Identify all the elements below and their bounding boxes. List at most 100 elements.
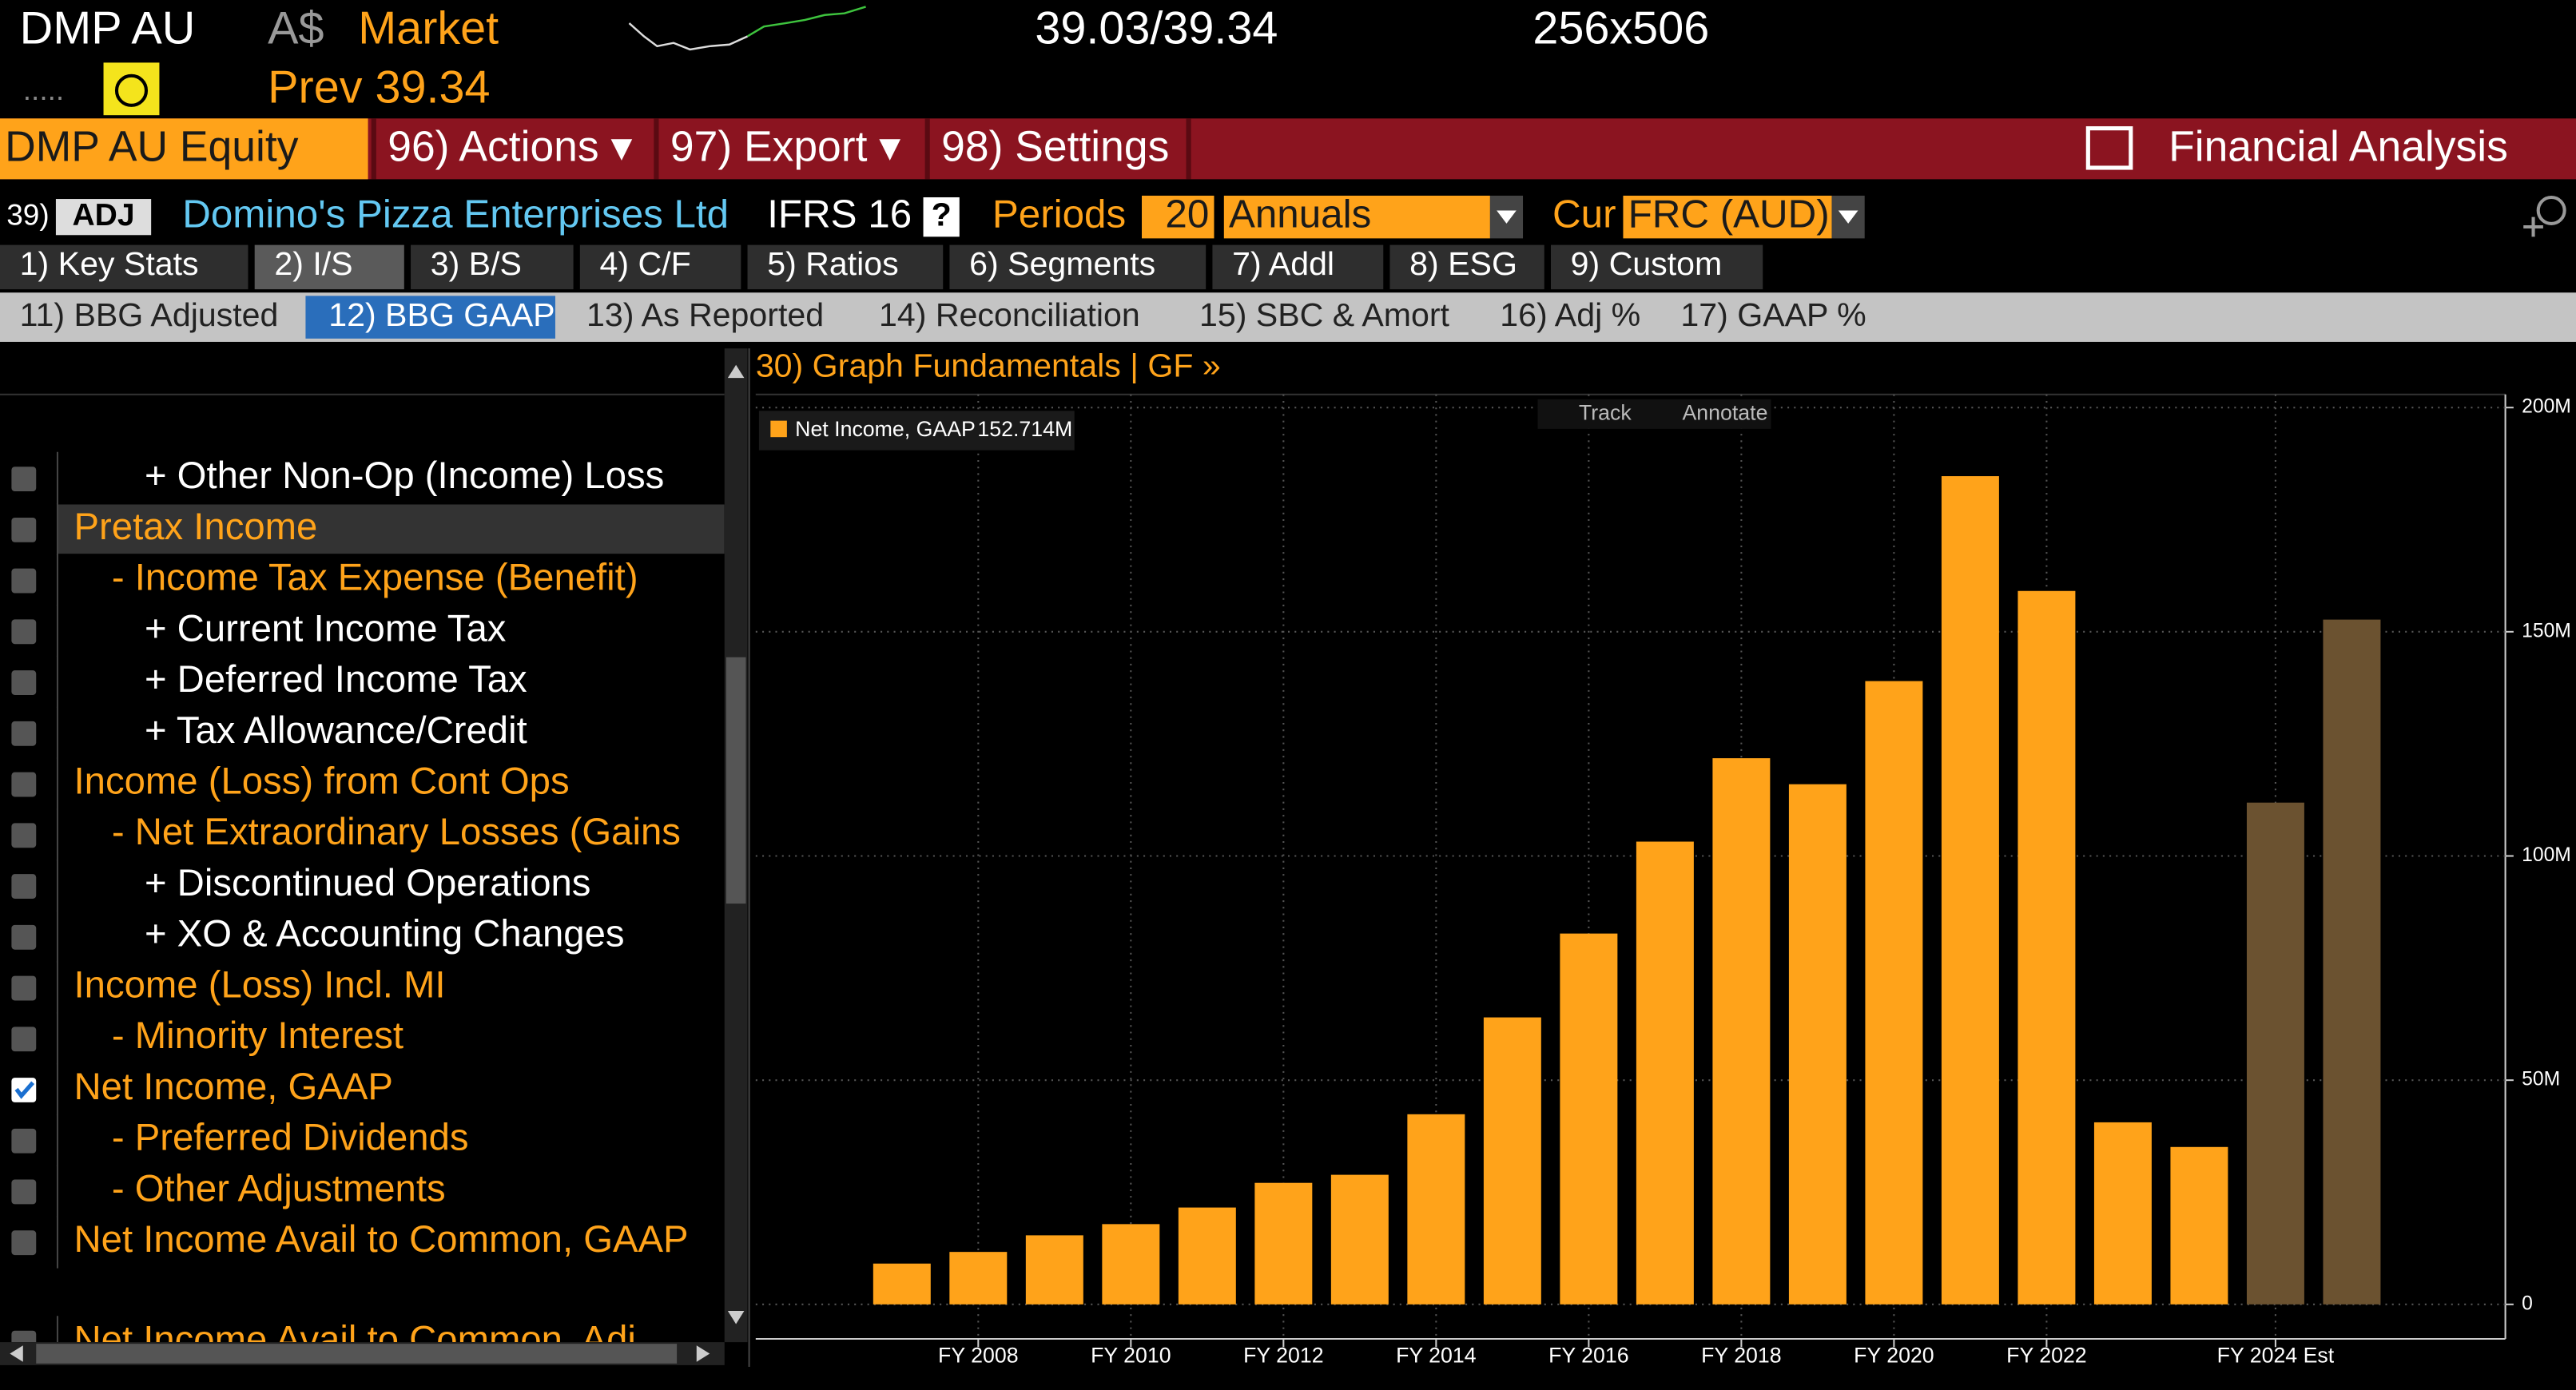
row-checkbox[interactable] bbox=[11, 823, 37, 848]
row-checkbox[interactable] bbox=[11, 670, 37, 695]
tab[interactable] bbox=[1389, 244, 1544, 290]
zoom-icon[interactable] bbox=[2536, 195, 2566, 225]
dropdown-arrow bbox=[1838, 210, 1858, 224]
scroll-down[interactable] bbox=[727, 1311, 745, 1324]
adj-label: ADJ bbox=[72, 198, 134, 232]
row-checkbox[interactable] bbox=[11, 975, 37, 1001]
menu-item[interactable]: 96) Actions ▾ bbox=[388, 123, 632, 170]
ticker: DMP AU bbox=[20, 3, 196, 54]
line-item[interactable]: + XO & Accounting Changes bbox=[145, 913, 625, 955]
bar bbox=[1560, 933, 1618, 1305]
row-checkbox[interactable] bbox=[11, 721, 37, 746]
menu-item[interactable]: 98) Settings bbox=[941, 123, 1169, 170]
menu-separator bbox=[924, 118, 930, 180]
track-tool[interactable]: Track bbox=[1579, 400, 1632, 424]
tab-label: 4) C/F bbox=[599, 245, 690, 282]
periods-field[interactable] bbox=[1142, 195, 1214, 239]
x-tick-label: FY 2016 bbox=[1548, 1344, 1629, 1368]
adj-button[interactable] bbox=[55, 199, 152, 236]
line-item[interactable]: - Minority Interest bbox=[112, 1015, 403, 1057]
frequency-field[interactable] bbox=[1223, 195, 1490, 239]
quote-size: 256x506 bbox=[1532, 3, 1709, 54]
line-item[interactable]: + Current Income Tax bbox=[145, 607, 507, 649]
annotate-tool[interactable]: Annotate bbox=[1682, 400, 1767, 424]
row-checkbox[interactable] bbox=[11, 772, 37, 797]
hscrollbar-thumb[interactable] bbox=[36, 1344, 678, 1364]
subtab-label[interactable]: 13) As Reported bbox=[586, 296, 824, 333]
x-tick-label: FY 2008 bbox=[938, 1344, 1019, 1368]
tab[interactable] bbox=[1550, 244, 1763, 290]
line-item[interactable]: - Other Adjustments bbox=[112, 1167, 446, 1209]
currency-field[interactable] bbox=[1623, 195, 1832, 239]
row-checkbox[interactable] bbox=[11, 568, 37, 594]
scroll-up[interactable] bbox=[727, 364, 745, 379]
periods-label: Periods bbox=[992, 193, 1126, 236]
subtab-label[interactable]: 11) BBG Adjusted bbox=[20, 296, 279, 333]
row-checkbox[interactable] bbox=[11, 1330, 37, 1356]
line-item[interactable]: + Discontinued Operations bbox=[145, 862, 591, 904]
alert-icon[interactable] bbox=[103, 62, 160, 116]
scroll-left[interactable] bbox=[10, 1345, 23, 1362]
row-checkbox[interactable] bbox=[11, 1128, 37, 1154]
row-checkbox[interactable] bbox=[11, 1230, 37, 1256]
row-checkbox[interactable] bbox=[11, 1027, 37, 1052]
company-name: Domino's Pizza Enterprises Ltd bbox=[182, 193, 729, 236]
bar bbox=[1025, 1235, 1083, 1305]
line-item[interactable]: - Income Tax Expense (Benefit) bbox=[112, 557, 638, 599]
line-item[interactable]: Pretax Income bbox=[74, 506, 318, 548]
row-checkbox[interactable] bbox=[11, 467, 37, 492]
scroll-right[interactable] bbox=[696, 1345, 710, 1362]
subtabs: 11) BBG Adjusted 12) BBG GAAP 13) As Repor… bbox=[20, 296, 1866, 339]
subtab-label[interactable]: 14) Reconciliation bbox=[879, 296, 1140, 333]
tab[interactable] bbox=[579, 244, 741, 290]
tab-label: 7) Addl bbox=[1232, 245, 1334, 282]
tab-label: 8) ESG bbox=[1409, 245, 1517, 282]
line-item[interactable]: + Other Non-Op (Income) Loss bbox=[145, 455, 664, 497]
chart: 0 50M 100M 150M 200M FY 2008 FY 2010 FY 2012 FY … bbox=[755, 394, 2571, 1368]
line-item[interactable]: + Tax Allowance/Credit bbox=[145, 709, 527, 752]
tab[interactable] bbox=[254, 244, 404, 290]
x-tick-label: FY 2014 bbox=[1396, 1344, 1477, 1368]
line-item[interactable]: Net Income Avail to Common, GAAP bbox=[74, 1218, 689, 1261]
subtab-selected[interactable] bbox=[305, 296, 555, 339]
bar bbox=[2170, 1146, 2228, 1305]
menu-separator bbox=[1186, 118, 1191, 180]
subtab-label[interactable]: 17) GAAP % bbox=[1680, 296, 1866, 333]
line-item[interactable]: Income (Loss) from Cont Ops bbox=[74, 761, 570, 803]
status-dots: ..... bbox=[23, 73, 64, 106]
row-checkbox[interactable] bbox=[11, 924, 37, 950]
subtab-label[interactable]: 16) Adj % bbox=[1500, 296, 1640, 333]
dropdown-arrow bbox=[1497, 210, 1517, 224]
tab[interactable] bbox=[1212, 244, 1384, 290]
help-button[interactable] bbox=[923, 197, 960, 237]
line-item[interactable]: Income (Loss) Incl. MI bbox=[74, 963, 446, 1006]
row-checkbox[interactable] bbox=[11, 874, 37, 899]
tab[interactable] bbox=[747, 244, 944, 290]
scrollbar-thumb[interactable] bbox=[725, 657, 746, 904]
x-tick-label: FY 2018 bbox=[1701, 1344, 1782, 1368]
menu-item[interactable]: 97) Export ▾ bbox=[670, 123, 900, 170]
subtab-label[interactable]: 15) SBC & Amort bbox=[1199, 296, 1450, 333]
line-item[interactable]: - Preferred Dividends bbox=[112, 1117, 469, 1159]
zoom-plus bbox=[2523, 216, 2543, 237]
line-item[interactable]: + Deferred Income Tax bbox=[145, 658, 527, 701]
row-checkbox[interactable] bbox=[11, 619, 37, 645]
bar bbox=[1330, 1174, 1389, 1305]
x-tick-label: FY 2020 bbox=[1854, 1344, 1934, 1368]
tab[interactable] bbox=[411, 244, 574, 290]
security-box[interactable] bbox=[0, 118, 368, 180]
bar bbox=[1254, 1182, 1313, 1305]
line-item[interactable]: - Net Extraordinary Losses (Gains bbox=[112, 811, 681, 853]
row-checkbox[interactable] bbox=[11, 1179, 37, 1205]
line-item[interactable]: Net Income, GAAP bbox=[74, 1066, 393, 1108]
line-item[interactable]: Net Income Avail to Common, Adj bbox=[74, 1319, 636, 1361]
tab[interactable] bbox=[0, 244, 248, 290]
subtab-label[interactable]: 12) BBG GAAP bbox=[328, 296, 555, 333]
bar bbox=[1102, 1224, 1160, 1305]
launch-icon[interactable] bbox=[2085, 126, 2133, 170]
sparkline bbox=[628, 22, 749, 51]
row-checkbox[interactable] bbox=[11, 517, 37, 542]
tab[interactable] bbox=[949, 244, 1207, 290]
legend-label: Net Income, GAAP bbox=[795, 417, 976, 441]
